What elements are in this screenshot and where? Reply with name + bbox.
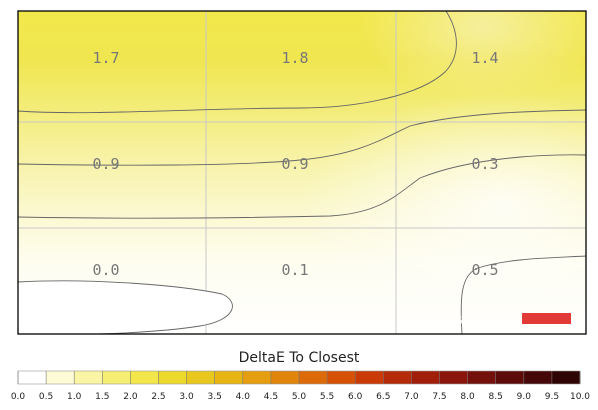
colorbar-tick-label-8: 3.5 bbox=[208, 392, 222, 402]
cell-label-r1-c3: 1.4 bbox=[471, 49, 498, 67]
colorbar-segment-8 bbox=[214, 371, 244, 384]
colorbar-tick-label-7: 3.0 bbox=[179, 392, 194, 402]
colorbar-tick-label-18: 8.5 bbox=[489, 392, 503, 402]
colorbar-segment-12 bbox=[327, 371, 356, 384]
colorbar-segment-19 bbox=[523, 371, 553, 384]
colorbar-tick-label-16: 7.5 bbox=[432, 392, 446, 402]
colorbar-segment-18 bbox=[495, 371, 525, 384]
colorbar-tick-label-14: 6.5 bbox=[376, 392, 390, 402]
colorbar-segment-15 bbox=[411, 371, 440, 384]
colorbar-segment-5 bbox=[130, 371, 159, 384]
contour-line-1-0 bbox=[18, 109, 586, 166]
colorbar-segment-11 bbox=[299, 371, 328, 384]
plot-frame bbox=[17, 10, 587, 335]
colorbar-tick-label-10: 4.5 bbox=[264, 392, 278, 402]
colorbar-segment-4 bbox=[102, 371, 131, 384]
colorbar-segment-9 bbox=[242, 371, 272, 384]
contour-line-0-5 bbox=[18, 154, 586, 219]
cell-label-r2-c2: 0.9 bbox=[281, 155, 308, 173]
colorbar-tick-label-2: 0.5 bbox=[39, 392, 53, 402]
colorbar-tick-label-20: 9.5 bbox=[545, 392, 559, 402]
colorbar-tick-label-9: 4.0 bbox=[236, 392, 251, 402]
cell-label-r3-c2: 0.1 bbox=[281, 261, 308, 279]
colorbar-title: DeltaE To Closest bbox=[239, 350, 360, 366]
colorbar-tick-label-19: 9.0 bbox=[517, 392, 532, 402]
colorbar-segment-7 bbox=[186, 371, 216, 384]
colorbar-tick-label-15: 7.0 bbox=[404, 392, 419, 402]
colorbar-segment-13 bbox=[355, 371, 384, 384]
heatmap-field-top-right-shade bbox=[18, 11, 586, 334]
colorbar-tick-label-1: 0.0 bbox=[11, 392, 26, 402]
colorbar-segment-2 bbox=[46, 371, 75, 384]
colorbar-segment-6 bbox=[158, 371, 188, 384]
colorbar-segment-3 bbox=[74, 371, 103, 384]
cell-label-r3-c1: 0.0 bbox=[92, 261, 119, 279]
contour-line-0-0-pocket bbox=[18, 280, 233, 334]
colorbar-segment-16 bbox=[439, 371, 469, 384]
watermark-bar bbox=[522, 313, 571, 324]
colorbar-segment-17 bbox=[467, 371, 497, 384]
colorbar-tick-label-17: 8.0 bbox=[460, 392, 475, 402]
contour-line-1-5 bbox=[18, 11, 457, 114]
cell-label-r1-c2: 1.8 bbox=[281, 49, 308, 67]
colorbar-tick-label-11: 5.0 bbox=[292, 392, 307, 402]
contour-line-0-5-pocket bbox=[460, 255, 586, 334]
colorbar-ticks: 0.0 0.5 1.0 1.5 2.0 2.5 3.0 3.5 4.0 4.5 5.0 5.5 6.0 6… bbox=[11, 371, 590, 402]
gridlines bbox=[18, 11, 586, 334]
colorbar-tick-label-3: 1.0 bbox=[67, 392, 82, 402]
colorbar-tick-label-6: 2.5 bbox=[151, 392, 165, 402]
colorbar-segment-10 bbox=[270, 371, 300, 384]
colorbar-segment-20 bbox=[551, 371, 581, 384]
plot-area: 1.7 1.8 1.4 0.9 0.9 0.3 0.0 0.1 0.5 datacolor bbox=[18, 11, 586, 334]
colorbar-tick-label-12: 5.5 bbox=[320, 392, 334, 402]
colorbar-segment-1 bbox=[18, 371, 47, 384]
cell-label-r1-c1: 1.7 bbox=[92, 49, 119, 67]
colorbar-tick-label-13: 6.0 bbox=[348, 392, 363, 402]
contour-lines bbox=[18, 11, 586, 334]
colorbar-segment-14 bbox=[383, 371, 412, 384]
colorbar-tick-label-21: 10.0 bbox=[570, 392, 590, 402]
colorbar-tick-label-5: 2.0 bbox=[123, 392, 138, 402]
cell-label-r3-c3: 0.5 bbox=[471, 261, 498, 279]
watermark-logo: datacolor bbox=[451, 312, 517, 328]
cell-labels: 1.7 1.8 1.4 0.9 0.9 0.3 0.0 0.1 0.5 bbox=[92, 49, 498, 279]
cell-label-r2-c3: 0.3 bbox=[471, 155, 498, 173]
cell-label-r2-c1: 0.9 bbox=[92, 155, 119, 173]
colorbar-tick-label-4: 1.5 bbox=[95, 392, 109, 402]
